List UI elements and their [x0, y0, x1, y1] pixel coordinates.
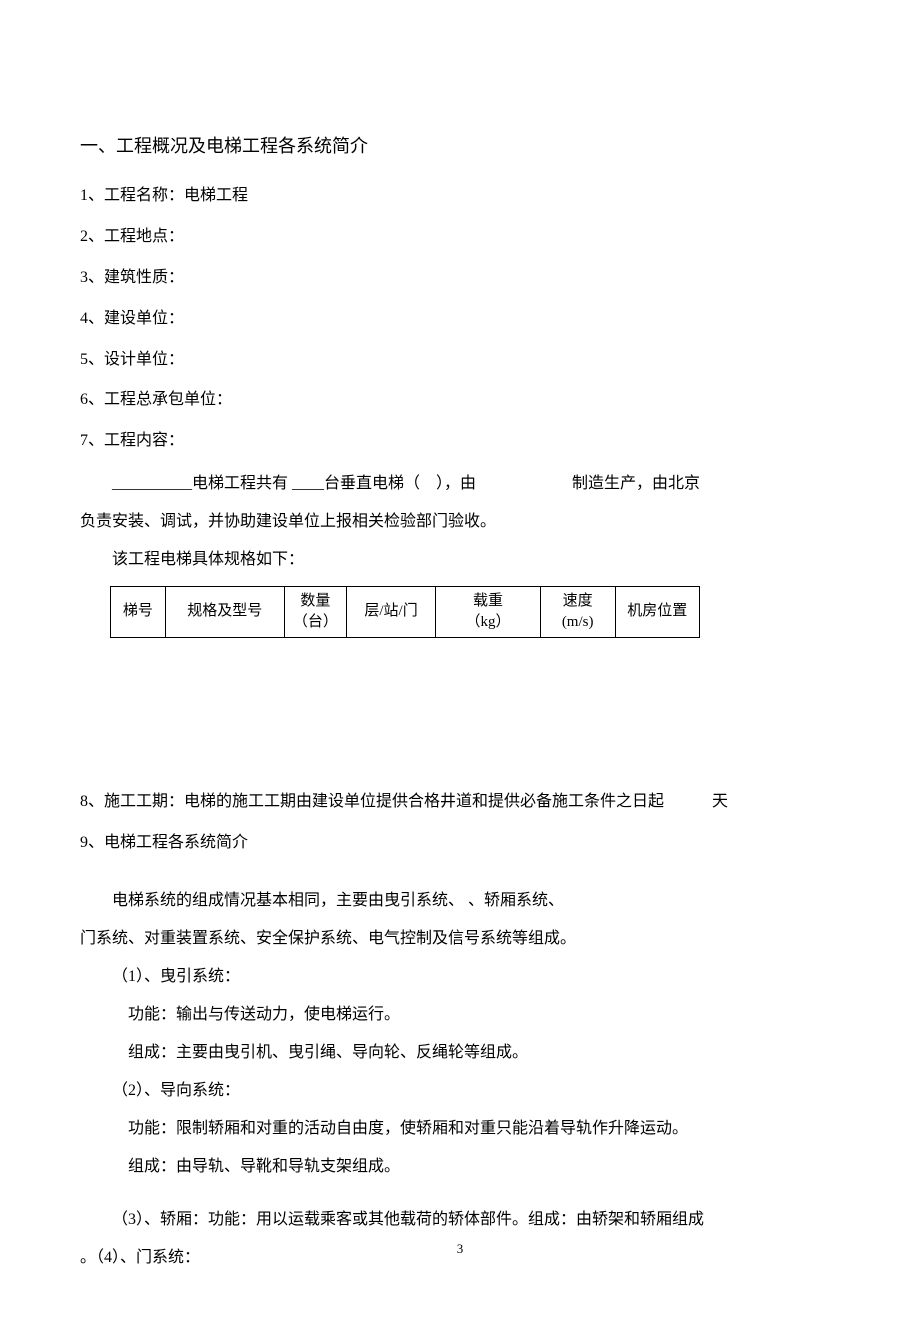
page-number: 3: [80, 1237, 840, 1260]
system-intro-p2: 门系统、对重装置系统、安全保护系统、电气控制及信号系统等组成。: [80, 923, 840, 955]
th-machine-room: 机房位置: [615, 586, 699, 637]
item-construction-period: 8、施工工期：电梯的施工工期由建设单位提供合格井道和提供必备施工条件之日起 天: [80, 788, 840, 817]
sys1-function: 功能：输出与传送动力，使电梯运行。: [80, 999, 840, 1031]
item-content-label: 7、工程内容：: [80, 427, 840, 456]
item-construction-unit: 4、建设单位：: [80, 305, 840, 334]
spacer: [80, 638, 840, 788]
table-header-row: 梯号 规格及型号 数量（台） 层/站/门 载重（kg） 速度(m/s) 机房位置: [111, 586, 700, 637]
sys3-text: （3）、轿厢：功能：用以运载乘客或其他载荷的轿体部件。组成：由轿架和轿厢组成: [80, 1204, 840, 1236]
content-detail-line3: 该工程电梯具体规格如下：: [80, 544, 840, 576]
item-project-name: 1、工程名称：电梯工程: [80, 182, 840, 211]
spec-table: 梯号 规格及型号 数量（台） 层/站/门 载重（kg） 速度(m/s) 机房位置: [110, 586, 700, 638]
th-speed: 速度(m/s): [540, 586, 615, 637]
sys1-composition: 组成：主要由曳引机、曳引绳、导向轮、反绳轮等组成。: [80, 1037, 840, 1069]
sys1-title: （1）、曳引系统：: [80, 961, 840, 993]
item-system-intro-label: 9、电梯工程各系统简介: [80, 829, 840, 858]
system-intro-p1: 电梯系统的组成情况基本相同，主要由曳引系统、 、轿厢系统、: [80, 885, 840, 917]
page-content: 一、工程概况及电梯工程各系统简介 1、工程名称：电梯工程 2、工程地点： 3、建…: [80, 130, 840, 1300]
section-heading: 一、工程概况及电梯工程各系统简介: [80, 130, 840, 162]
th-floor-station: 层/站/门: [346, 586, 435, 637]
item-building-nature: 3、建筑性质：: [80, 264, 840, 293]
th-spec-model: 规格及型号: [165, 586, 284, 637]
sys2-composition: 组成：由导轨、导靴和导轨支架组成。: [80, 1151, 840, 1183]
content-detail-line1: __________电梯工程共有 ____台垂直电梯（ ），由 制造生产，由北京: [80, 468, 840, 500]
sys2-title: （2）、导向系统：: [80, 1075, 840, 1107]
sys2-function: 功能：限制轿厢和对重的活动自由度，使轿厢和对重只能沿着导轨作升降运动。: [80, 1113, 840, 1145]
item-contractor: 6、工程总承包单位：: [80, 386, 840, 415]
spacer-small: [80, 870, 840, 885]
spacer-small-2: [80, 1189, 840, 1204]
item-project-location: 2、工程地点：: [80, 223, 840, 252]
th-load: 载重（kg）: [436, 586, 541, 637]
th-quantity: 数量（台）: [284, 586, 346, 637]
item-design-unit: 5、设计单位：: [80, 346, 840, 375]
content-detail-line2: 负责安装、调试，并协助建设单位上报相关检验部门验收。: [80, 506, 840, 538]
th-elevator-no: 梯号: [111, 586, 166, 637]
